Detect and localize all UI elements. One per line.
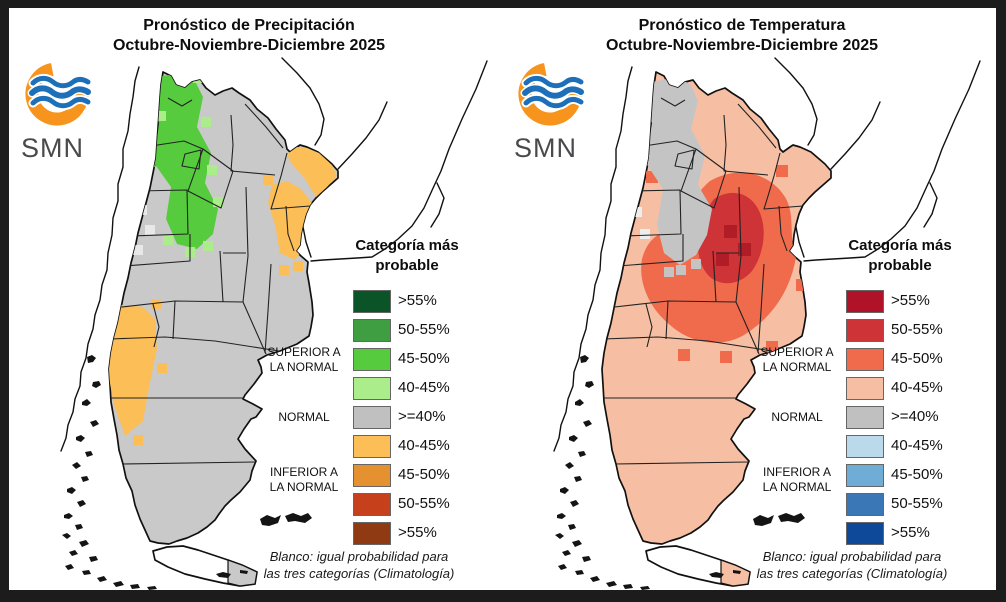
pale-cells: [632, 207, 650, 239]
legend-item: 40-45%: [846, 435, 943, 458]
category-label-normal: NORMAL: [771, 410, 823, 424]
title-line1: Pronóstico de Precipitación: [143, 17, 355, 34]
category-label-superior: SUPERIOR A LA NORMAL: [267, 345, 341, 374]
neighbor-coastlines: [60, 57, 488, 452]
legend-item: 40-45%: [353, 435, 450, 458]
category-label-superior: SUPERIOR A LA NORMAL: [760, 345, 834, 374]
smn-logo-icon: [518, 62, 586, 126]
legend-swatch: [846, 290, 884, 313]
legend-swatch: [846, 348, 884, 371]
legend-swatch: [353, 377, 391, 400]
province-borders: [602, 97, 804, 465]
legend-swatch: [846, 522, 884, 545]
legend-item: 40-45%: [846, 377, 943, 400]
smn-logo-text: SMN: [21, 133, 84, 163]
legend-swatch: [353, 290, 391, 313]
category-label-inferior: INFERIOR A LA NORMAL: [269, 465, 339, 494]
logo-waves: [520, 73, 586, 111]
legend-swatch: [353, 319, 391, 342]
title-line2: Octubre-Noviembre-Diciembre 2025: [112, 37, 386, 54]
region-superior-strong: [697, 192, 764, 284]
chilean-archipelago-islands: [555, 355, 650, 590]
legend-swatch: [846, 493, 884, 516]
category-label-inferior: INFERIOR A LA NORMAL: [762, 465, 832, 494]
page-title: Pronóstico de Temperatura Octubre-Noviem…: [577, 16, 907, 56]
legend-item: >55%: [846, 290, 930, 313]
legend-swatch: [846, 435, 884, 458]
legend-item: 40-45%: [353, 377, 450, 400]
legend-item: >=40%: [846, 406, 939, 429]
argentina-map-temperature: [553, 57, 981, 590]
legend-item: 50-55%: [846, 493, 943, 516]
footnote: Blanco: igual probabilidad para las tres…: [263, 549, 455, 581]
isla-de-los-estados: [216, 570, 248, 578]
legend-swatch: [846, 406, 884, 429]
legend-item: 50-55%: [846, 319, 943, 342]
smn-logo: SMN: [512, 60, 598, 164]
forecast-image: Pronóstico de Precipitación Octubre-Novi…: [9, 8, 996, 590]
legend-title: Categoría más probable: [848, 237, 952, 274]
title-line1: Pronóstico de Temperatura: [638, 17, 846, 34]
legend-item: >55%: [846, 522, 930, 545]
legend-item: 50-55%: [353, 319, 450, 342]
legend-swatch: [846, 377, 884, 400]
legend-swatch: [846, 464, 884, 487]
chilean-archipelago-islands: [62, 355, 157, 590]
legend-swatch: [846, 319, 884, 342]
legend-swatch: [353, 464, 391, 487]
legend-item: >55%: [353, 522, 437, 545]
legend-swatch: [353, 348, 391, 371]
footnote: Blanco: igual probabilidad para las tres…: [756, 549, 948, 581]
legend-item: 45-50%: [846, 464, 943, 487]
falkland-islands: [753, 513, 805, 526]
logo-waves: [27, 73, 93, 111]
legend-swatch: [353, 406, 391, 429]
title-line2: Octubre-Noviembre-Diciembre 2025: [605, 37, 879, 54]
legend-item: 50-55%: [353, 493, 450, 516]
legend-swatch: [353, 522, 391, 545]
panel-precipitation: Pronóstico de Precipitación Octubre-Novi…: [9, 8, 503, 590]
legend-item: 45-50%: [353, 348, 450, 371]
legend-item: 45-50%: [846, 348, 943, 371]
province-borders: [109, 97, 311, 465]
category-label-normal: NORMAL: [278, 410, 330, 424]
region-superior-normal-core: [151, 73, 218, 249]
smn-logo: SMN: [19, 60, 105, 164]
neighbor-coastlines: [553, 57, 981, 452]
legend-swatch: [353, 493, 391, 516]
falkland-islands: [260, 513, 312, 526]
smn-logo-text: SMN: [514, 133, 577, 163]
legend-title: Categoría más probable: [355, 237, 459, 274]
legend-item: >55%: [353, 290, 437, 313]
panel-temperature: Pronóstico de Temperatura Octubre-Noviem…: [502, 8, 996, 590]
legend-item: >=40%: [353, 406, 446, 429]
isla-de-los-estados: [709, 570, 741, 578]
argentina-map-precipitation: [60, 57, 488, 590]
legend-swatch: [353, 435, 391, 458]
page-title: Pronóstico de Precipitación Octubre-Novi…: [84, 16, 414, 56]
smn-logo-icon: [25, 62, 93, 126]
legend-item: 45-50%: [353, 464, 450, 487]
